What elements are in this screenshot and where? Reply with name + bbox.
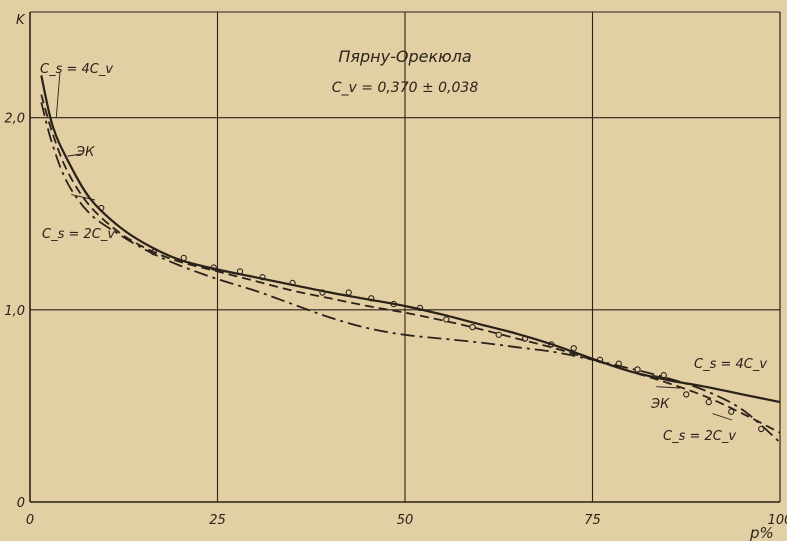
chart-title: Пярну-Орекюла bbox=[338, 47, 471, 66]
x-tick-label: 75 bbox=[584, 513, 601, 528]
observed-points bbox=[98, 204, 765, 433]
observed-point bbox=[345, 289, 352, 296]
y-axis-label: K bbox=[16, 13, 26, 28]
observed-point bbox=[150, 249, 157, 256]
observed-point bbox=[596, 356, 604, 363]
y-tick-label: 0 bbox=[17, 496, 25, 511]
observed-point bbox=[368, 295, 375, 302]
x-tick-label: 50 bbox=[397, 513, 414, 528]
observed-point bbox=[570, 345, 577, 352]
x-tick-label: 25 bbox=[209, 513, 226, 528]
annotation-leader bbox=[652, 374, 676, 381]
grid bbox=[29, 11, 781, 503]
observed-point bbox=[758, 425, 765, 433]
observed-point bbox=[728, 408, 735, 415]
observed-point bbox=[259, 274, 266, 281]
observed-point bbox=[443, 316, 450, 323]
observed-point bbox=[210, 264, 217, 271]
annotation-leader bbox=[71, 194, 96, 201]
series-line bbox=[40, 75, 781, 404]
observed-point bbox=[180, 254, 187, 262]
observed-point bbox=[495, 331, 502, 338]
series-line bbox=[40, 94, 781, 434]
labels: 0 25 50 75 100 0 1,0 2,0 p% K Пярну-Орекюла C_v = 0… bbox=[4, 13, 787, 541]
observed-point bbox=[236, 268, 244, 275]
annotation-leader bbox=[712, 413, 733, 421]
x-tick-label: 0 bbox=[26, 513, 34, 528]
observed-point bbox=[634, 366, 641, 373]
x-tick-label: 100 bbox=[768, 513, 787, 528]
curve-annotation: C_s = 4C_v bbox=[40, 62, 113, 77]
chart-subtitle: C_v = 0,370 ± 0,038 bbox=[332, 80, 479, 96]
series-line bbox=[40, 102, 781, 444]
observed-point bbox=[319, 289, 326, 296]
observed-point bbox=[548, 341, 555, 348]
curve-annotation: C_s = 2C_v bbox=[42, 227, 115, 242]
observed-point bbox=[390, 300, 397, 308]
observed-point bbox=[98, 204, 105, 212]
curve-annotation: ЭК bbox=[75, 145, 95, 160]
y-tick-label: 2,0 bbox=[4, 112, 25, 127]
y-tick-label: 1,0 bbox=[4, 304, 25, 319]
observed-point bbox=[521, 335, 529, 342]
curve-annotation: C_s = 2C_v bbox=[663, 429, 736, 444]
observed-point bbox=[705, 398, 712, 406]
observed-point bbox=[289, 279, 296, 287]
curve-annotation: ЭК bbox=[650, 397, 670, 412]
observed-point bbox=[416, 304, 424, 312]
annotation-leader bbox=[55, 71, 61, 118]
observed-point bbox=[683, 391, 690, 398]
annotation-leader bbox=[656, 386, 681, 389]
curves bbox=[40, 75, 781, 444]
observed-point bbox=[615, 360, 622, 367]
x-axis-label: p% bbox=[749, 524, 774, 541]
annotation-leader bbox=[67, 153, 83, 157]
curve-annotation: C_s = 4C_v bbox=[694, 357, 767, 372]
observed-point bbox=[469, 323, 476, 331]
